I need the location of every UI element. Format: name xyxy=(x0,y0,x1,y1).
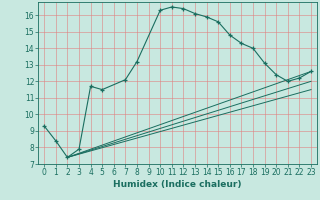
X-axis label: Humidex (Indice chaleur): Humidex (Indice chaleur) xyxy=(113,180,242,189)
